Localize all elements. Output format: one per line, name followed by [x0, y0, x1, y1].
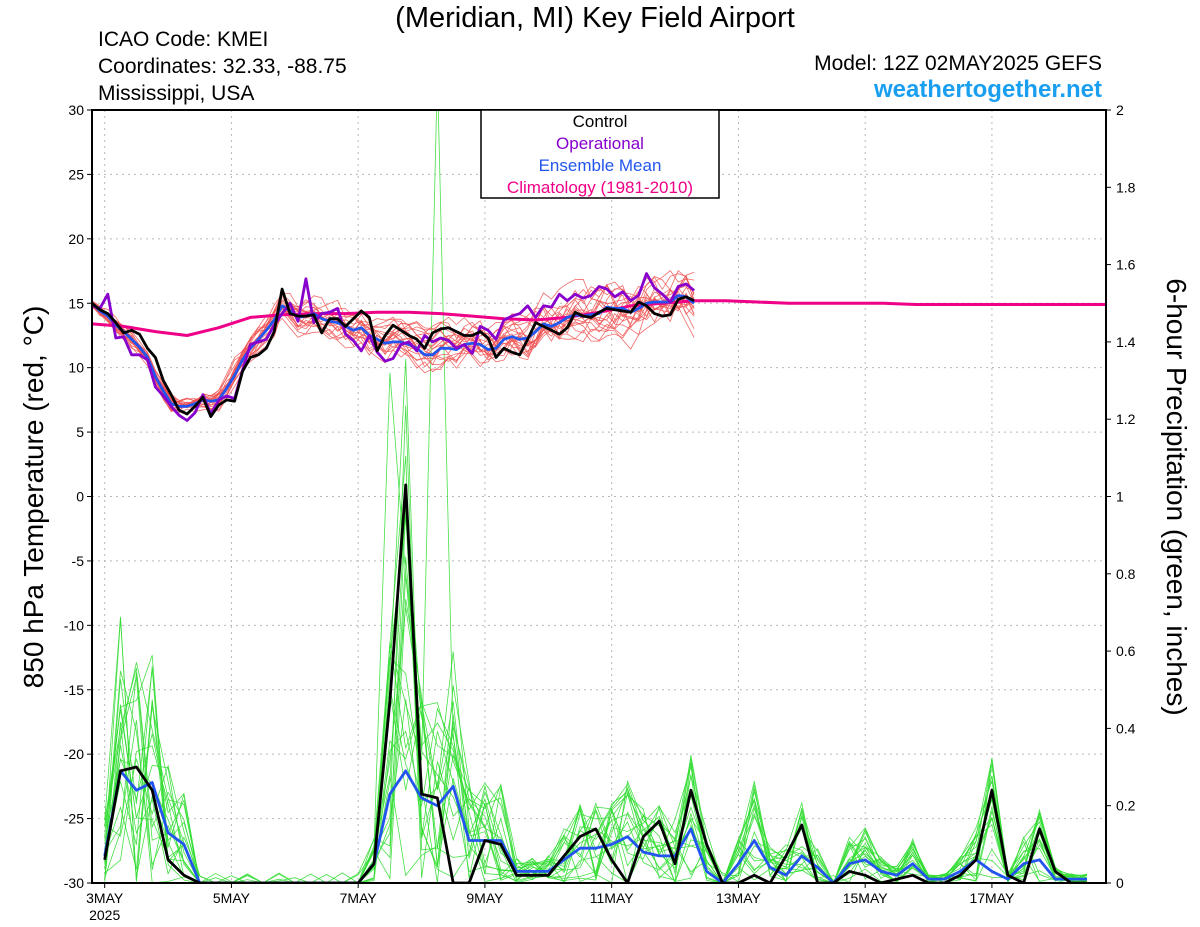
y2-tick-label: 0 [1116, 875, 1124, 891]
legend-box [480, 109, 720, 199]
y-tick-label: -20 [64, 746, 84, 762]
x-tick-label: 3MAY [86, 890, 124, 906]
legend: Control Operational Ensemble Mean Climatolo… [480, 109, 720, 199]
y-tick-label: 0 [76, 489, 84, 505]
coordinates: Coordinates: 32.33, -88.75 [98, 55, 347, 78]
temperature-member-line [92, 273, 695, 410]
grid-lines [92, 110, 1106, 883]
x-tick-label: 5MAY [213, 890, 251, 906]
highlight-series [92, 272, 1106, 883]
control-temperature-line [92, 287, 695, 419]
icao-code: ICAO Code: KMEI [98, 28, 269, 51]
site-link[interactable]: weathertogether.net [873, 76, 1102, 103]
legend-entry: Climatology (1981-2010) [507, 178, 693, 197]
x-tick-label: 13MAY [716, 890, 762, 906]
y2-tick-label: 0.8 [1116, 566, 1136, 582]
legend-entry: Ensemble Mean [539, 156, 662, 175]
precipitation-member-line [104, 616, 1088, 883]
y2-tick-label: 1.4 [1116, 334, 1136, 350]
precipitation-member-line [104, 651, 1088, 883]
y-tick-label: 10 [68, 360, 84, 376]
control-precipitation-line [103, 483, 1087, 883]
operational-temperature-line [92, 272, 695, 422]
chart-title: (Meridian, MI) Key Field Airport [395, 2, 795, 34]
plot-frame [91, 109, 1107, 884]
y2-tick-label: 0.6 [1116, 643, 1136, 659]
precipitation-member-line [104, 499, 1088, 883]
precipitation-member-line [104, 358, 1088, 883]
legend-entry: Control [573, 112, 628, 131]
temperature-member-line [92, 285, 695, 411]
y2-tick-label: 1.6 [1116, 257, 1136, 273]
legend-entry: Operational [556, 134, 644, 153]
temperature-member-line [92, 277, 695, 414]
precipitation-member-line [104, 688, 1088, 883]
y-tick-label: 30 [68, 102, 84, 118]
x-tick-label: 9MAY [466, 890, 504, 906]
y-tick-label: 5 [76, 424, 84, 440]
y2-tick-label: 2 [1116, 102, 1124, 118]
precipitation-member-line [104, 721, 1088, 883]
precipitation-member-line [104, 685, 1088, 883]
temperature-member-line [92, 283, 695, 412]
ensemble-mean-precipitation-line [103, 769, 1087, 883]
precipitation-member-line [104, 510, 1088, 883]
x-tick-label: 17MAY [969, 890, 1015, 906]
x-tick-label: 15MAY [843, 890, 889, 906]
y2-tick-label: 0.4 [1116, 720, 1136, 736]
y-tick-label: 25 [68, 166, 84, 182]
precipitation-member-line [104, 574, 1088, 883]
y2-tick-label: 0.2 [1116, 798, 1136, 814]
y-tick-label: -5 [72, 553, 85, 569]
x-tick-label: 11MAY [590, 890, 634, 906]
axes: 302520151050-5-10-15-20-25-3021.81.61.41… [64, 102, 1136, 923]
y2-tick-label: 1.2 [1116, 411, 1136, 427]
x-tick-label: 7MAY [340, 890, 378, 906]
y-tick-label: -10 [64, 617, 84, 633]
region: Mississippi, USA [98, 82, 255, 105]
precipitation-member-line [104, 599, 1088, 883]
y2-tick-label: 1 [1116, 489, 1124, 505]
x-tick-year: 2025 [89, 907, 120, 923]
y2-tick-label: 1.8 [1116, 179, 1136, 195]
y-tick-label: -30 [64, 875, 84, 891]
model-run: Model: 12Z 02MAY2025 GEFS [814, 52, 1102, 75]
y-tick-label: 20 [68, 231, 84, 247]
temperature-member-line [92, 287, 695, 408]
precipitation-member-line [104, 372, 1088, 883]
precipitation-member-line [104, 607, 1088, 883]
precipitation-member-line [104, 656, 1088, 883]
y-tick-label: -25 [64, 811, 84, 827]
y-tick-label: -15 [64, 682, 84, 698]
y-tick-label: 15 [68, 295, 84, 311]
